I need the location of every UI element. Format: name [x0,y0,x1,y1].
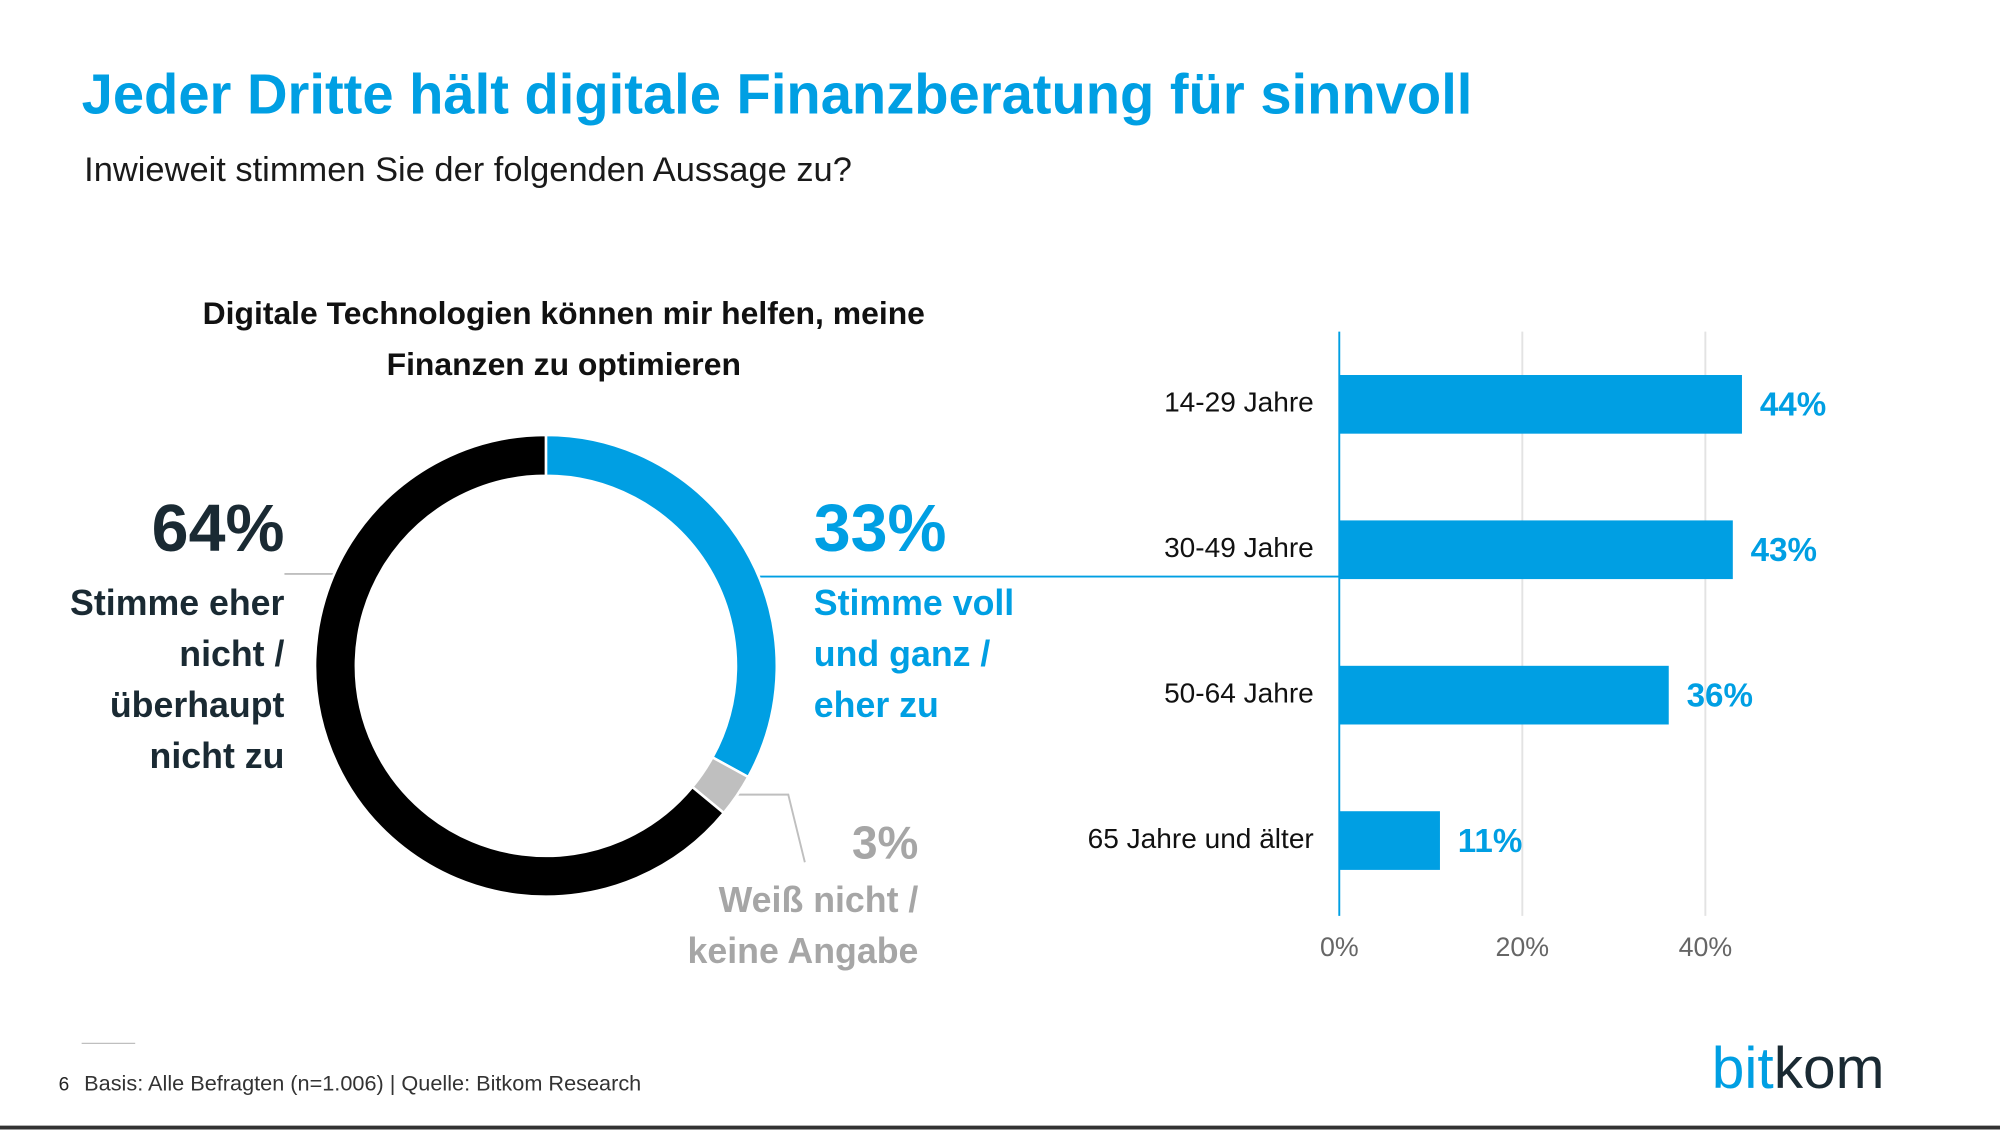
donut-segment [544,433,779,779]
page-number: 6 [58,1073,70,1096]
subtitle: Inwieweit stimmen Sie der folgenden Auss… [84,150,852,189]
category-label: 14-29 Jahre [1164,387,1314,418]
donut-title: Digitale Technologien können mir helfen,… [202,295,925,383]
value-label: 36% [1687,677,1753,714]
category-label: 50-64 Jahre [1164,678,1314,709]
category-label: 30-49 Jahre [1164,532,1314,563]
x-tick-label: 0% [1320,932,1359,962]
category-label: 65 Jahre und älter [1088,823,1314,854]
bar [1339,665,1669,725]
donut-segment [313,433,726,898]
segment-value-label: 33% [813,492,947,567]
segment-label: Stimme eher nicht / überhaupt nicht zu [70,582,285,776]
logo-part: bit [1711,1034,1774,1101]
segment-label: Weiß nicht / keine Angabe [687,880,919,971]
bar [1339,520,1733,580]
segment-value-label: 3% [852,816,919,869]
segment-value-label: 64% [151,492,285,567]
value-label: 44% [1760,387,1826,424]
x-tick-label: 20% [1496,932,1550,962]
logo-part: kom [1773,1034,1885,1101]
bar [1339,374,1742,434]
x-tick-label: 40% [1679,932,1733,962]
logo: bitkom [1712,1033,1885,1102]
value-label: 43% [1751,532,1817,569]
leader-line [737,793,806,863]
title: Jeder Dritte hält digitale Finanzberatun… [81,63,1473,127]
value-label: 11% [1458,823,1523,860]
source: Basis: Alle Befragten (n=1.006) | Quelle… [84,1071,642,1096]
segment-label: Stimme voll und ganz / eher zu [813,582,1015,725]
bar [1339,811,1440,870]
